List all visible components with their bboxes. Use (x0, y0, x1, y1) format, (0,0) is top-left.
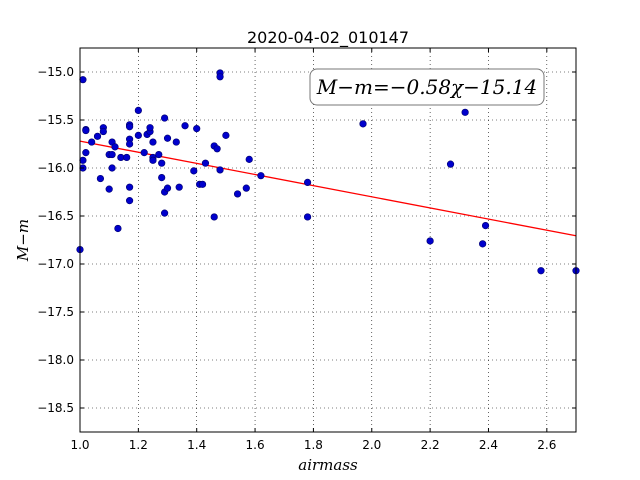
x-tick-label: 2.0 (362, 438, 381, 452)
data-point (190, 167, 198, 175)
data-point (216, 73, 224, 81)
y-tick-label: −17.5 (37, 305, 74, 319)
data-point (155, 150, 163, 159)
data-point (126, 123, 134, 131)
x-tick-label: 2.6 (537, 438, 556, 452)
y-axis-label: M−m (14, 219, 32, 262)
data-point (93, 132, 102, 140)
annotation-box (309, 68, 545, 106)
data-point (216, 166, 224, 174)
data-point (108, 164, 116, 172)
data-point (126, 197, 134, 205)
x-tick-label: 1.8 (304, 438, 323, 452)
x-tick-label: 1.4 (187, 438, 206, 452)
x-axis-ticks: 1.0 1.2 1.4 1.6 1.8 2.0 2.2 2.4 2.6 (70, 48, 556, 452)
chart-title: 2020-04-02_010147 (247, 28, 409, 48)
data-point (158, 174, 166, 182)
data-point (108, 150, 116, 159)
data-point (134, 106, 142, 114)
data-point (111, 143, 119, 151)
fit-line (79, 140, 577, 237)
data-point (114, 224, 122, 233)
data-point (245, 155, 253, 163)
data-point (123, 153, 131, 162)
data-point (303, 213, 312, 221)
y-tick-label: −18.0 (37, 353, 74, 367)
data-point (163, 134, 172, 142)
grid (80, 48, 576, 432)
data-point (303, 178, 312, 186)
x-tick-label: 1.2 (129, 438, 148, 452)
data-point (126, 183, 134, 191)
y-tick-label: −18.5 (37, 401, 74, 415)
data-point (161, 114, 169, 122)
data-point (96, 174, 105, 183)
data-point (210, 213, 218, 221)
y-tick-label: −16.0 (37, 161, 74, 175)
fit-line-group (79, 140, 577, 237)
data-point (181, 122, 189, 130)
data-point (213, 145, 221, 153)
data-point (158, 159, 166, 167)
data-point (134, 131, 142, 139)
data-point (222, 131, 230, 139)
x-tick-label: 1.6 (246, 438, 265, 452)
data-point (126, 140, 134, 148)
data-point (426, 237, 434, 245)
data-point (537, 267, 545, 275)
data-point (99, 127, 107, 136)
data-point (193, 125, 201, 133)
y-tick-label: −16.5 (37, 209, 74, 223)
y-axis-ticks: −15.0 −15.5 −16.0 −16.5 −17.0 −17.5 −18.0 −18.5 (37, 65, 576, 415)
data-point (82, 149, 90, 157)
plot-frame (79, 47, 577, 433)
y-tick-label: −15.0 (37, 65, 74, 79)
data-point (461, 108, 469, 116)
data-point (105, 185, 113, 193)
data-point (201, 159, 210, 167)
data-point (79, 156, 87, 164)
data-point (140, 149, 148, 157)
data-point (163, 184, 172, 192)
data-point (82, 126, 90, 135)
data-point (149, 138, 157, 146)
data-point (479, 240, 487, 248)
data-point (446, 160, 455, 168)
y-tick-label: −15.5 (37, 113, 74, 127)
fit-annotation: M−m=−0.58χ−15.14 (309, 68, 545, 106)
annotation-text: M−m=−0.58χ−15.14 (316, 75, 537, 99)
data-point (242, 184, 250, 192)
data-point (175, 183, 183, 191)
data-point (359, 120, 367, 128)
data-point (481, 222, 490, 230)
y-tick-label: −17.0 (37, 257, 74, 271)
data-point (161, 209, 169, 217)
x-axis-label: airmass (298, 456, 358, 474)
data-point (172, 138, 180, 146)
data-point (233, 190, 242, 198)
data-point (198, 180, 207, 188)
x-tick-label: 2.2 (421, 438, 440, 452)
points-group (76, 69, 580, 275)
data-point (257, 172, 265, 180)
data-point (149, 156, 157, 164)
data-point (146, 124, 154, 132)
data-point (88, 138, 96, 146)
x-tick-label: 1.0 (70, 438, 89, 452)
data-point (79, 76, 87, 84)
x-tick-label: 2.4 (479, 438, 498, 452)
